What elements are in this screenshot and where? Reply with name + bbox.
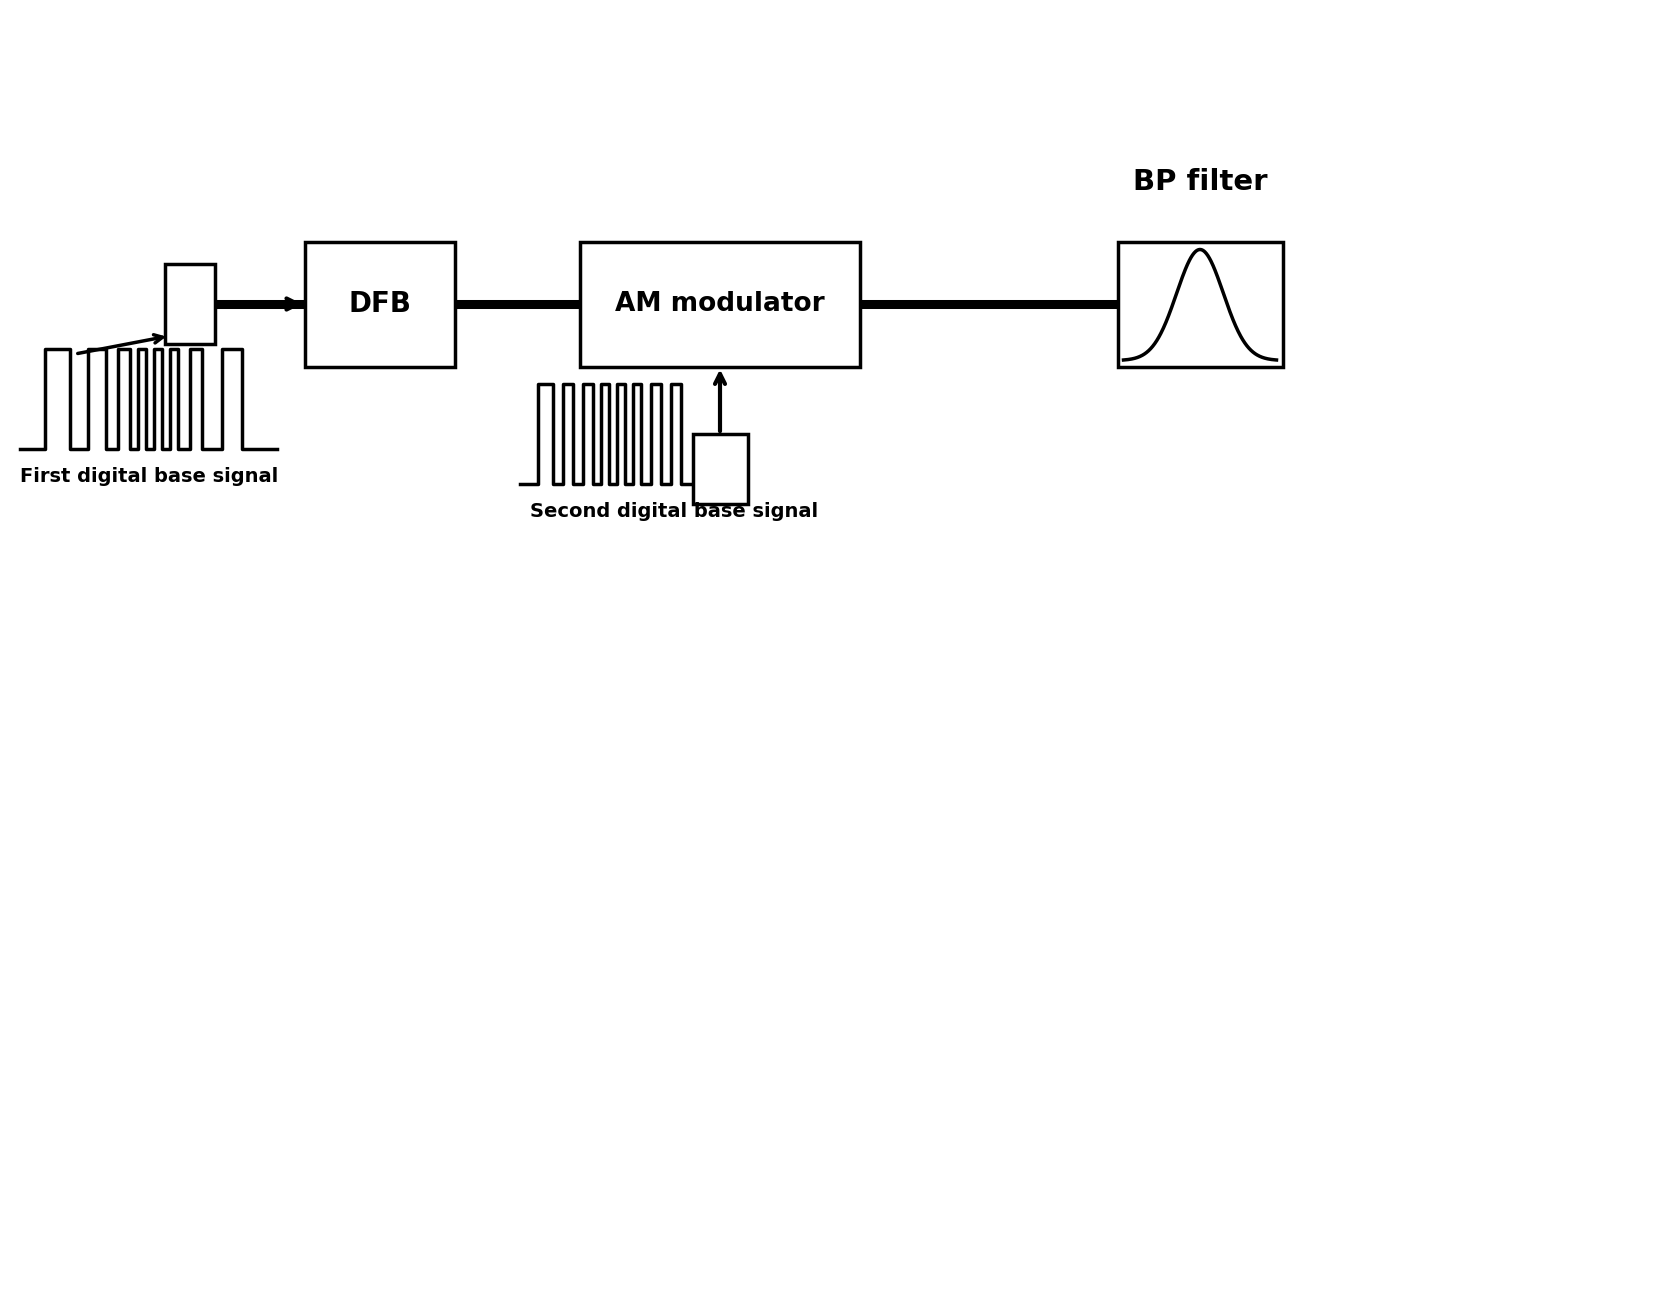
Bar: [306, 241, 454, 366]
Text: First digital base signal: First digital base signal: [20, 467, 279, 486]
Bar: [693, 434, 748, 505]
Text: AM modulator: AM modulator: [615, 291, 825, 317]
Text: DFB: DFB: [349, 289, 411, 318]
Bar: [579, 241, 860, 366]
Text: BP filter: BP filter: [1132, 168, 1268, 197]
Bar: [1117, 241, 1283, 366]
Text: Second digital base signal: Second digital base signal: [529, 502, 818, 522]
Bar: [165, 263, 215, 344]
